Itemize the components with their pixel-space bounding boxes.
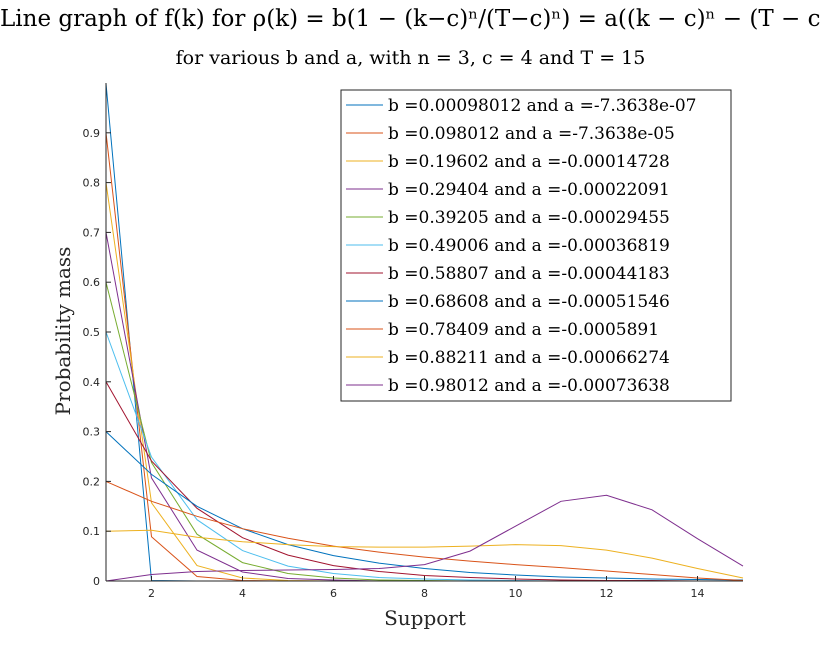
y-tick-label: 0.8 — [83, 177, 101, 190]
legend-label-5: b =0.39205 and a =-0.00029455 — [388, 208, 670, 228]
legend-label-10: b =0.88211 and a =-0.00066274 — [388, 348, 670, 368]
y-tick-label: 0.9 — [83, 127, 101, 140]
series-line-7 — [105, 381, 743, 582]
y-tick-label: 0.6 — [83, 276, 101, 289]
legend-label-9: b =0.78409 and a =-0.0005891 — [388, 320, 659, 340]
y-axis-label: Probability mass — [51, 247, 75, 416]
legend-label-8: b =0.68608 and a =-0.00051546 — [388, 292, 670, 312]
legend-label-1: b =0.00098012 and a =-7.3638e-07 — [388, 96, 697, 116]
y-tick-label: 0.4 — [83, 376, 101, 389]
y-tick-label: 0.3 — [83, 426, 101, 439]
chart-subtitle: for various b and a, with n = 3, c = 4 a… — [175, 47, 646, 69]
legend-box — [340, 89, 732, 402]
x-axis-label: Support — [384, 606, 466, 630]
y-tick-label: 0.7 — [83, 226, 101, 239]
y-tick-label: 0.5 — [83, 326, 101, 339]
axes-layer: 2 4 6 8 10 12 14 0 0.1 0.2 0.3 0.4 0.5 0.6 0.7 0.8 0.9 — [83, 83, 743, 600]
x-tick-label: 12 — [600, 587, 614, 600]
legend-label-6: b =0.49006 and a =-0.00036819 — [388, 236, 670, 256]
legend-label-2: b =0.098012 and a =-7.3638e-05 — [388, 124, 675, 144]
y-tick-label: 0.2 — [83, 475, 101, 488]
x-tick-label: 6 — [330, 587, 337, 600]
x-tick-label: 8 — [421, 587, 428, 600]
series-line-9 — [105, 480, 744, 581]
series-line-11 — [105, 494, 744, 582]
legend-label-4: b =0.29404 and a =-0.00022091 — [388, 180, 670, 200]
series-line-10 — [105, 529, 744, 579]
x-tick-label: 10 — [509, 587, 523, 600]
x-tick-label: 4 — [239, 587, 246, 600]
legend-label-11: b =0.98012 and a =-0.00073638 — [388, 376, 670, 396]
x-tick-label: 2 — [148, 587, 155, 600]
series-line-8 — [105, 431, 744, 581]
legend-label-3: b =0.19602 and a =-0.00014728 — [388, 152, 670, 172]
y-tick-label: 0.1 — [83, 525, 101, 538]
legend: b =0.00098012 and a =-7.3638e-07 b =0.098… — [340, 89, 732, 402]
x-tick-label: 14 — [691, 587, 705, 600]
y-tick-label: 0 — [93, 575, 100, 588]
legend-label-7: b =0.58807 and a =-0.00044183 — [388, 264, 670, 284]
chart-title: Line graph of f(k) for ρ(k) = b(1 − (k−c… — [0, 6, 821, 32]
